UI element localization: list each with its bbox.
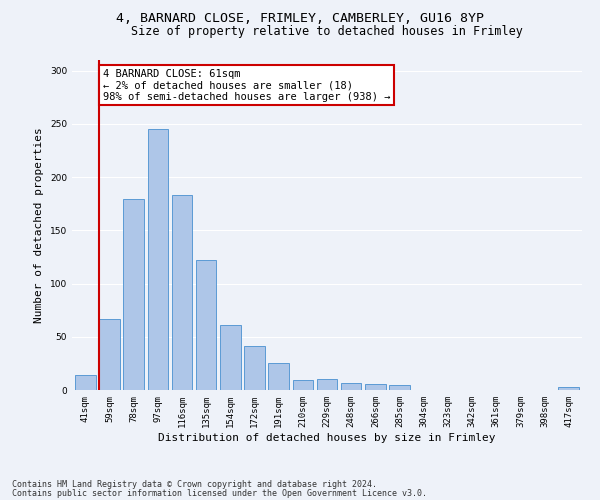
Text: Contains public sector information licensed under the Open Government Licence v3: Contains public sector information licen… — [12, 488, 427, 498]
Bar — [172, 195, 192, 390]
Bar — [341, 382, 361, 390]
Text: 4 BARNARD CLOSE: 61sqm
← 2% of detached houses are smaller (18)
98% of semi-deta: 4 BARNARD CLOSE: 61sqm ← 2% of detached … — [103, 68, 391, 102]
Bar — [99, 318, 120, 390]
Bar — [365, 384, 386, 390]
Bar — [244, 346, 265, 390]
Y-axis label: Number of detached properties: Number of detached properties — [34, 127, 44, 323]
Bar — [75, 375, 95, 390]
Bar — [124, 200, 144, 390]
Bar — [317, 380, 337, 390]
Bar — [268, 364, 289, 390]
Bar — [293, 380, 313, 390]
Text: Contains HM Land Registry data © Crown copyright and database right 2024.: Contains HM Land Registry data © Crown c… — [12, 480, 377, 489]
Bar — [196, 260, 217, 390]
Bar — [220, 325, 241, 390]
Text: 4, BARNARD CLOSE, FRIMLEY, CAMBERLEY, GU16 8YP: 4, BARNARD CLOSE, FRIMLEY, CAMBERLEY, GU… — [116, 12, 484, 26]
Bar — [559, 387, 579, 390]
X-axis label: Distribution of detached houses by size in Frimley: Distribution of detached houses by size … — [158, 432, 496, 442]
Bar — [389, 384, 410, 390]
Title: Size of property relative to detached houses in Frimley: Size of property relative to detached ho… — [131, 25, 523, 38]
Bar — [148, 129, 168, 390]
